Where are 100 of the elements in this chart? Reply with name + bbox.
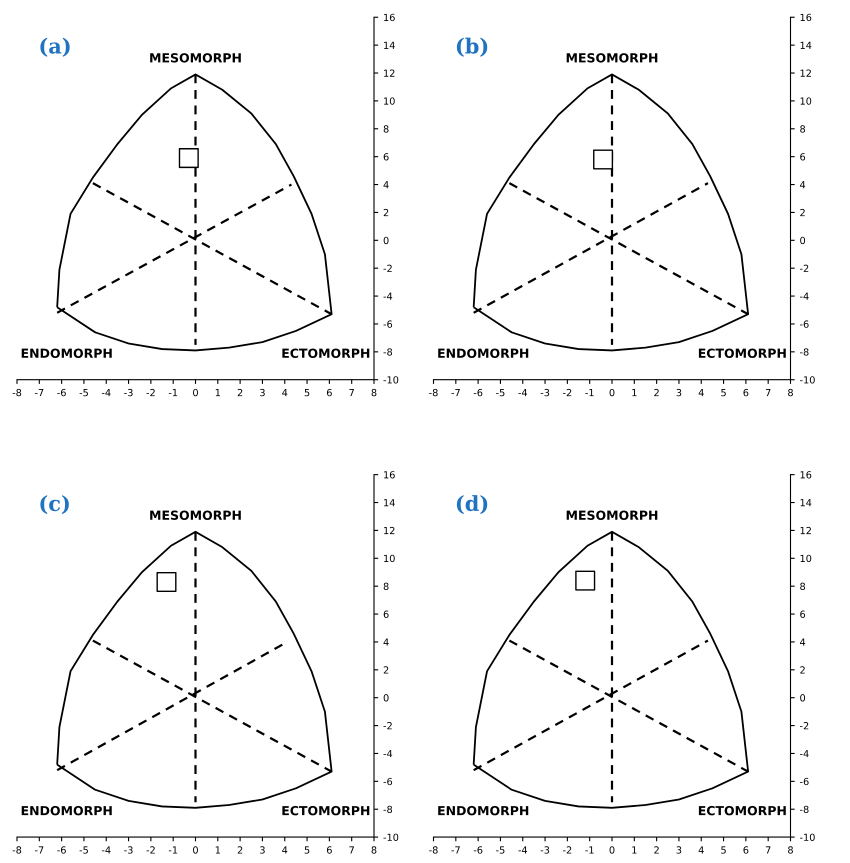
text: (d) [456, 495, 488, 514]
x-tick-label: 4 [698, 389, 704, 396]
annotation: MESOMORPH [566, 510, 658, 520]
y-tick-label: -8 [384, 806, 392, 814]
x-tick-label: 4 [282, 389, 288, 396]
x-tick-label: 8 [372, 846, 376, 854]
y-tick-label: -10 [384, 834, 398, 841]
x-tick-label: 7 [766, 846, 770, 854]
x-tick-label: 6 [326, 388, 332, 396]
x-tick-label: 2 [238, 846, 242, 854]
x-tick-label: 6 [743, 388, 748, 396]
y-tick-label: 16 [800, 14, 812, 22]
x-tick-label: 6 [326, 846, 332, 854]
y-tick-label: 10 [800, 554, 812, 562]
x-tick-label: 3 [676, 846, 682, 854]
x-tick-label: 6 [743, 846, 748, 854]
y-tick-label: 2 [800, 666, 805, 674]
x-tick-label: 8 [788, 388, 793, 396]
y-tick-label: 14 [800, 42, 812, 49]
x-tick-label: -7 [34, 389, 44, 396]
x-tick-label: 8 [372, 388, 376, 396]
y-tick-label: -2 [800, 722, 808, 730]
y-tick-label: -8 [384, 348, 392, 356]
y-tick-label: 8 [384, 582, 389, 590]
annotation: ECTOMORPH [698, 348, 786, 358]
x-tick-label: 7 [349, 846, 354, 854]
y-tick-label: 12 [800, 526, 811, 534]
x-tick-label: -2 [146, 388, 155, 396]
x-tick-label: -1 [585, 846, 594, 854]
annotation: MESOMORPH [150, 510, 241, 520]
x-tick-label: 1 [632, 389, 637, 396]
y-tick-label: 16 [384, 471, 395, 478]
y-tick-label: -6 [800, 320, 809, 328]
annotation: ECTOMORPH [698, 806, 786, 816]
y-tick-label: 16 [384, 14, 395, 22]
x-tick-label: 5 [721, 846, 726, 854]
y-tick-label: -4 [800, 750, 809, 758]
y-tick-label: 2 [384, 666, 388, 674]
x-tick-label: 2 [238, 388, 242, 396]
y-tick-label: 10 [384, 554, 395, 562]
y-tick-label: 10 [800, 97, 812, 105]
y-tick-label: -8 [800, 348, 809, 356]
y-tick-label: 16 [800, 471, 812, 478]
x-tick-label: -5 [496, 389, 504, 396]
text: (c) [40, 495, 69, 514]
y-tick-label: -10 [800, 834, 815, 841]
x-tick-label: -7 [451, 389, 460, 396]
y-tick-label: 4 [800, 181, 806, 188]
x-tick-label: 5 [721, 389, 726, 396]
y-tick-label: -4 [800, 292, 809, 300]
x-tick-label: -4 [518, 846, 528, 854]
y-tick-label: -6 [384, 320, 392, 328]
y-tick-label: 0 [800, 694, 806, 702]
x-tick-label: -7 [451, 846, 460, 854]
y-tick-label: 4 [384, 181, 389, 188]
y-tick-label: 2 [800, 208, 805, 216]
x-tick-label: -6 [474, 846, 482, 854]
x-tick-label: -3 [540, 388, 550, 396]
y-tick-label: -10 [384, 376, 398, 384]
y-tick-label: 6 [800, 610, 806, 618]
text: (a) [40, 38, 70, 57]
x-tick-label: -5 [496, 846, 504, 854]
y-tick-label: -2 [800, 264, 808, 272]
x-tick-label: 0 [610, 388, 614, 396]
annotation: MESOMORPH [150, 53, 241, 63]
x-tick-label: -8 [12, 846, 22, 854]
x-tick-label: -3 [540, 846, 550, 854]
x-tick-label: 7 [349, 389, 354, 396]
annotation: ENDOMORPH [22, 348, 112, 358]
x-tick-label: -8 [429, 846, 438, 854]
y-tick-label: 0 [800, 236, 806, 244]
annotation: MESOMORPH [566, 53, 658, 63]
x-tick-label: 5 [304, 389, 310, 396]
text: (b) [456, 38, 488, 57]
x-tick-label: 1 [216, 389, 220, 396]
annotation: ENDOMORPH [438, 348, 528, 358]
y-tick-label: -4 [384, 750, 392, 758]
x-tick-label: 7 [766, 389, 770, 396]
x-tick-label: 0 [610, 846, 614, 854]
x-tick-label: -1 [585, 389, 594, 396]
x-tick-label: -4 [102, 389, 111, 396]
y-tick-label: 2 [384, 208, 388, 216]
x-tick-label: -5 [80, 846, 88, 854]
annotation: ECTOMORPH [282, 806, 370, 816]
x-tick-label: -8 [429, 388, 438, 396]
y-tick-label: 12 [384, 526, 394, 534]
x-tick-label: 3 [260, 846, 265, 854]
x-tick-label: -6 [57, 846, 66, 854]
y-tick-label: 12 [800, 70, 811, 77]
y-tick-label: 14 [384, 42, 395, 49]
y-tick-label: -4 [384, 292, 392, 300]
y-tick-label: 12 [384, 70, 394, 77]
y-tick-label: -6 [800, 778, 809, 786]
annotation: ENDOMORPH [22, 806, 112, 816]
y-tick-label: 6 [384, 610, 389, 618]
y-tick-label: 4 [384, 638, 389, 646]
x-tick-label: 2 [654, 846, 659, 854]
y-tick-label: 8 [384, 125, 389, 133]
x-tick-label: 4 [282, 846, 288, 854]
x-tick-label: 1 [632, 846, 637, 854]
